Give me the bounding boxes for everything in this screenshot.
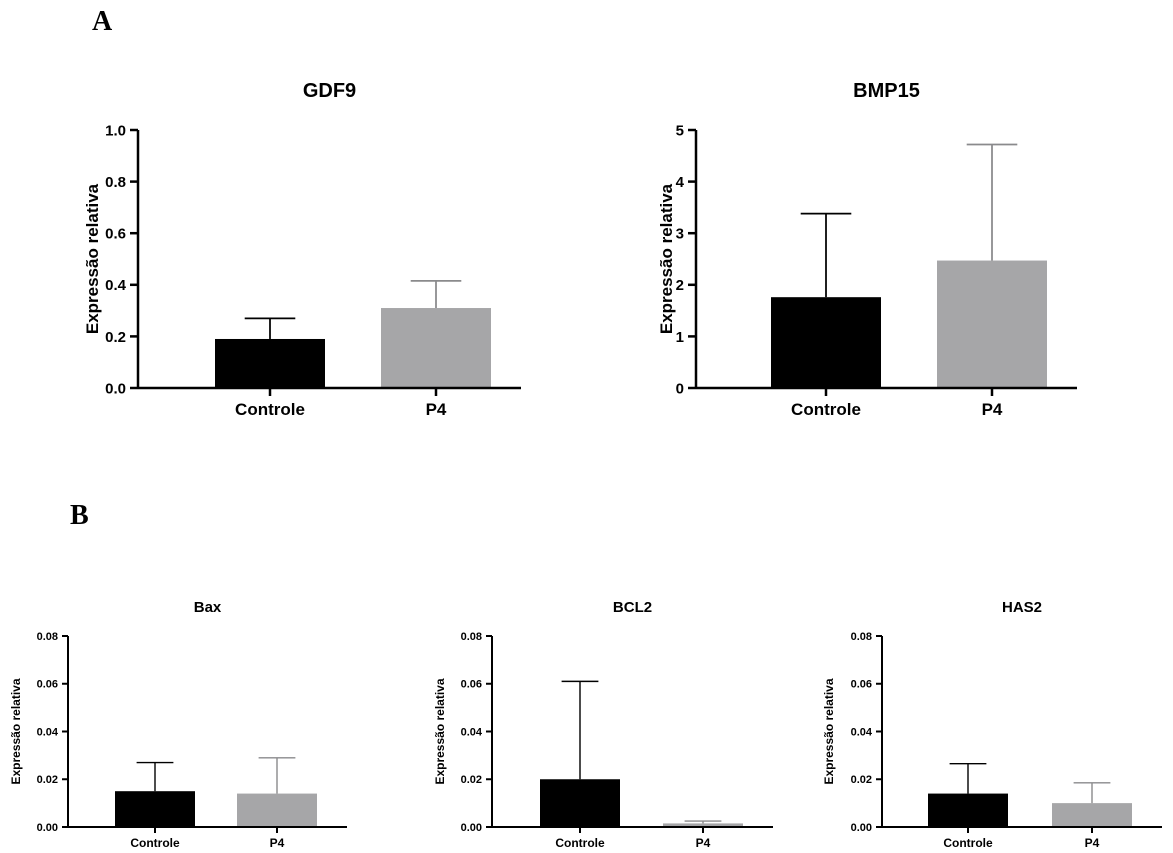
y-tick-label: 4 [676,174,685,191]
y-tick-label: 2 [676,277,684,294]
y-axis-label: Expressão relativa [83,183,102,334]
panel-label-b: B [70,500,89,531]
bar-controle [771,297,881,388]
y-tick-label: 0.8 [105,174,126,191]
x-tick-label-p4: P4 [426,400,447,419]
panel-label-a: A [92,6,113,37]
chart-title: BMP15 [853,80,920,102]
y-tick-label: 0.04 [851,726,873,738]
bar-p4 [663,823,743,827]
chart-has2: HAS2 Controle P4 0.00 0.02 0.04 0.06 0.08 Expres… [822,599,1162,850]
y-tick-label: 3 [676,226,684,243]
y-axis-label: Expressão relativa [657,183,676,334]
y-tick-label: 0.02 [851,774,872,786]
y-tick-label: 0.08 [461,631,482,643]
bar-controle [115,791,195,827]
y-tick-label: 0.04 [37,726,59,738]
bar-p4 [381,308,491,388]
x-tick-label-controle: Controle [791,400,861,419]
chart-title: Bax [194,599,222,616]
x-tick-label-controle: Controle [130,836,180,850]
y-axis-label: Expressão relativa [822,678,836,784]
y-tick-label: 0.2 [105,329,126,346]
bar-controle [540,779,620,827]
chart-title: BCL2 [613,599,652,616]
y-tick-label: 0.04 [461,726,483,738]
x-tick-label-p4: P4 [270,836,285,850]
y-tick-label: 0.4 [105,277,127,294]
y-tick-label: 0.02 [461,774,482,786]
x-tick-label-p4: P4 [982,400,1003,419]
y-tick-label: 0.08 [851,631,872,643]
y-tick-label: 0.02 [37,774,58,786]
x-tick-label-p4: P4 [696,836,711,850]
y-tick-label: 0 [676,380,684,397]
y-axis-label: Expressão relativa [433,678,447,784]
y-tick-label: 0.08 [37,631,58,643]
y-tick-label: 0.06 [37,679,58,691]
y-tick-label: 0.06 [461,679,482,691]
x-tick-label-controle: Controle [943,836,993,850]
y-tick-label: 0.00 [851,822,872,834]
x-tick-label-p4: P4 [1085,836,1100,850]
y-tick-label: 0.00 [37,822,58,834]
y-tick-label: 0.0 [105,380,126,397]
bar-p4 [237,793,317,827]
y-tick-label: 5 [676,122,684,139]
y-tick-label: 0.00 [461,822,482,834]
y-tick-label: 0.6 [105,226,126,243]
bar-controle [215,338,325,388]
bar-controle [928,793,1008,827]
bar-p4 [1052,803,1132,827]
chart-bcl2: BCL2 Controle P4 0.00 0.02 0.04 0.06 0.08 Expres… [433,599,773,850]
x-tick-label-controle: Controle [235,400,305,419]
chart-bmp15: BMP15 Controle P4 0 1 2 3 4 5 Expressão relativa [657,80,1077,419]
chart-gdf9: GDF9 Controle P4 0.0 0.2 0.4 0.6 0.8 1.0 Expressã… [83,80,521,419]
chart-bax: Bax Controle P4 0.00 0.02 0.04 0.06 0.08 Express… [9,599,347,850]
chart-title: HAS2 [1002,599,1042,616]
bar-p4 [937,260,1047,388]
y-axis-label: Expressão relativa [9,678,23,784]
x-tick-label-controle: Controle [555,836,605,850]
y-tick-label: 1.0 [105,122,126,139]
y-tick-label: 1 [676,329,684,346]
y-tick-label: 0.06 [851,679,872,691]
chart-title: GDF9 [303,80,356,102]
